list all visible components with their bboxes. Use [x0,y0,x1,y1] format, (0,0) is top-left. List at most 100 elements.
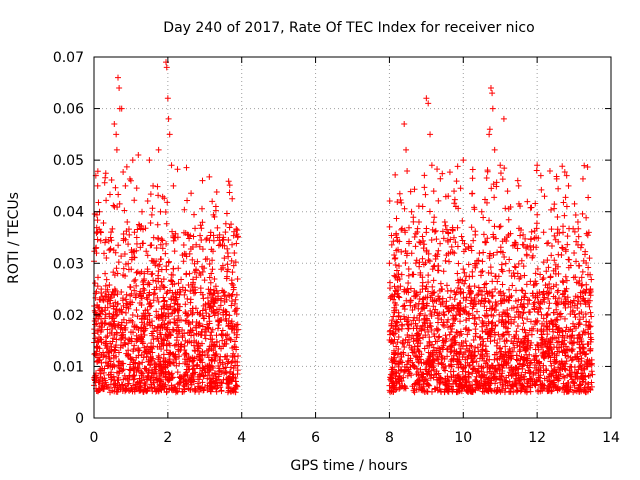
data-point [174,289,181,296]
data-point [546,300,553,307]
data-point [105,238,112,245]
data-point [228,221,235,228]
data-point [411,314,418,321]
data-point [138,368,145,375]
data-point [157,331,164,338]
data-point [456,310,463,317]
data-point [218,388,225,395]
data-point [388,241,395,248]
data-point [582,301,589,308]
data-point [176,353,183,360]
data-point [454,329,461,336]
data-point [141,287,148,294]
data-point [461,269,468,276]
data-point [196,376,203,383]
data-point [169,228,176,235]
data-point [110,320,117,327]
data-point [136,378,143,385]
data-point [98,382,105,389]
data-point [166,386,173,393]
data-point [467,300,474,307]
y-tick-label: 0.03 [53,256,84,272]
data-point [450,234,457,241]
data-point [520,309,527,316]
data-point [468,297,475,304]
data-point [506,369,513,376]
data-point [108,343,115,350]
data-point [452,315,459,322]
data-point [102,239,109,246]
data-point [216,306,223,313]
data-point [211,300,218,307]
data-point [483,313,490,320]
data-point [506,267,513,274]
data-point [443,282,450,289]
data-point [584,384,591,391]
data-point [229,241,236,248]
data-point [386,198,393,205]
data-point [97,370,104,377]
data-point [191,337,198,344]
data-point [578,358,585,365]
data-point [204,255,211,262]
data-point [144,306,151,313]
data-point [420,237,427,244]
data-point [491,365,498,372]
data-point [137,225,144,232]
data-point [111,377,118,384]
data-point [135,360,142,367]
data-point [133,292,140,299]
data-point [522,385,529,392]
data-point [150,379,157,386]
data-point [229,387,236,394]
data-point [179,252,186,259]
data-point [182,377,189,384]
data-point [138,351,145,358]
data-point [216,357,223,364]
data-point [106,349,113,356]
data-point [572,314,579,321]
data-point [580,314,587,321]
data-point [192,369,199,376]
data-point [145,292,152,299]
data-point [532,200,539,207]
data-point [99,324,106,331]
data-point [510,340,517,347]
data-point [451,196,458,203]
data-point [114,270,121,277]
data-point [585,264,592,271]
data-point [140,324,147,331]
data-point [472,315,479,322]
data-point [160,336,167,343]
data-point [474,344,481,351]
data-point [559,385,566,392]
data-point [175,348,182,355]
data-point [400,303,407,310]
data-point [499,176,506,183]
data-point [125,260,132,267]
data-point [167,319,174,326]
data-point [212,283,219,290]
data-point [151,325,158,332]
data-point [226,377,233,384]
data-point [101,375,108,382]
data-point [115,358,122,365]
data-point [119,329,126,336]
data-point [410,271,417,278]
data-point [566,256,573,263]
data-point [578,282,585,289]
data-point [232,296,239,303]
data-point [131,388,138,395]
data-point [112,309,119,316]
data-point [126,337,133,344]
data-point [127,317,134,324]
data-point [148,340,155,347]
data-point [132,276,139,283]
data-point [563,277,570,284]
data-point [130,356,137,363]
data-point [234,233,241,240]
data-point [157,241,164,248]
data-point [116,200,123,207]
data-point [536,304,543,311]
data-point [540,369,547,376]
